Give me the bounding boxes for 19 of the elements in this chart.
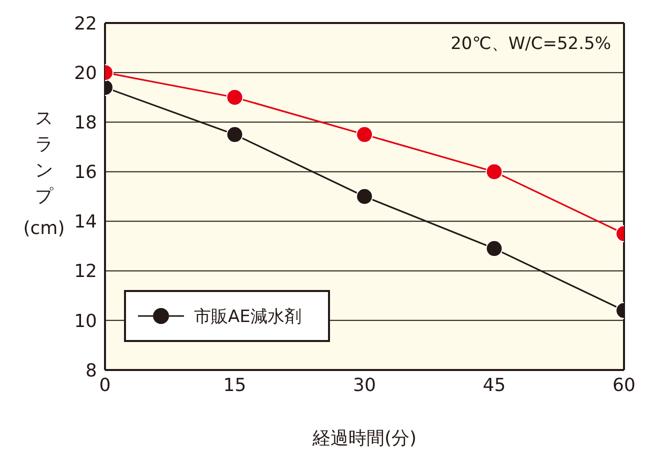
x-tick-label: 15 xyxy=(223,374,246,396)
y-tick-label: 16 xyxy=(74,162,97,184)
x-tick-label: 0 xyxy=(99,374,111,396)
point xyxy=(356,126,373,144)
x-tick-label: 60 xyxy=(612,374,636,396)
x-tick-label: 45 xyxy=(482,374,506,396)
y-tick-label: 14 xyxy=(74,212,97,233)
y-tick-label: 22 xyxy=(74,13,97,34)
y-tick-label: 10 xyxy=(74,310,97,332)
y-tick-label: 8 xyxy=(86,360,97,382)
x-tick-label: 30 xyxy=(353,374,376,396)
y-tick-label: 18 xyxy=(74,112,97,134)
y-tick-label: 20 xyxy=(74,62,97,84)
annotation: 20℃、W/C=52.5% xyxy=(450,33,611,55)
x-axis-title: 経過時間(分) xyxy=(311,427,418,450)
legend-label: 市販AE減水剤 xyxy=(194,306,302,328)
point xyxy=(356,188,373,205)
y-axis-title: スランプ(cm) xyxy=(22,107,66,239)
y-tick-label: 12 xyxy=(74,261,97,282)
